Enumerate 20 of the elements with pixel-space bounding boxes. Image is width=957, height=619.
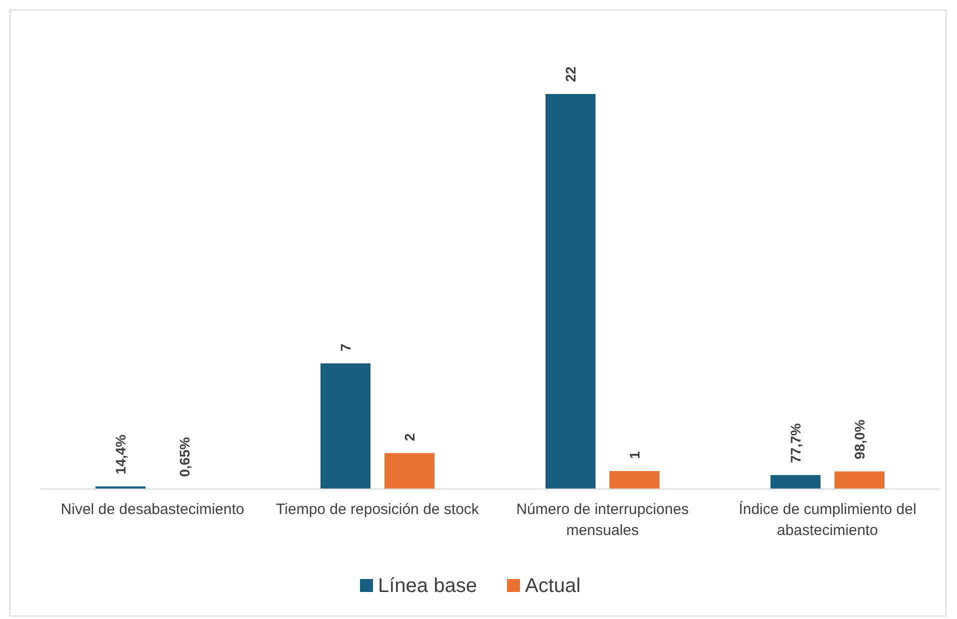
data-label: 98,0% — [852, 419, 868, 460]
legend-label: Actual — [525, 575, 581, 597]
data-label: 22 — [562, 66, 578, 82]
bar — [546, 94, 596, 489]
x-tick-label: Tiempo de reposición de stock — [276, 501, 480, 518]
bar — [834, 471, 884, 489]
x-tick-label: Número de interrupciones mensuales — [516, 501, 689, 539]
data-label: 0,65% — [176, 436, 192, 477]
x-tick-label: Índice de cumplimiento del abastecimiento — [738, 500, 916, 539]
data-label: 2 — [402, 433, 418, 442]
bar — [384, 453, 434, 489]
bar — [610, 471, 660, 489]
data-label: 14,4% — [112, 434, 128, 474]
legend-label: Línea base — [378, 575, 477, 597]
data-label: 77,7% — [788, 422, 804, 464]
bar — [770, 475, 820, 489]
data-label: 1 — [626, 451, 642, 460]
bar — [320, 363, 370, 489]
data-label: 7 — [338, 343, 354, 352]
x-tick-label: Nivel de desabastecimiento — [60, 501, 244, 518]
